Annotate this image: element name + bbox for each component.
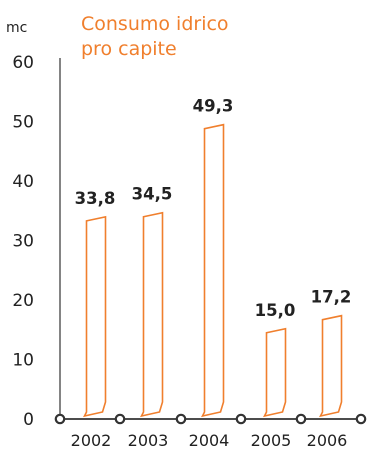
axis-marker (295, 413, 307, 425)
axis-marker (54, 413, 66, 425)
y-tick-label: 0 (23, 410, 34, 430)
x-tick-label: 2006 (307, 431, 348, 449)
data-label-2004: 49,3 (193, 97, 234, 116)
axis-marker (355, 413, 367, 425)
bar-2002 (83, 215, 107, 418)
axis-marker (175, 413, 187, 425)
y-tick-label: 60 (12, 53, 34, 73)
x-axis-markers (54, 413, 367, 425)
x-tick-label: 2005 (251, 431, 292, 449)
data-label-2005: 15,0 (255, 301, 296, 320)
data-label-2006: 17,2 (311, 288, 352, 307)
axis-marker (235, 413, 247, 425)
x-tick-label: 2003 (128, 431, 169, 449)
x-tick-label: 2004 (189, 431, 230, 449)
y-unit-label: mc (6, 20, 27, 36)
y-axis-ticks: 0 10 20 30 40 50 60 (12, 53, 34, 430)
bar-2003 (140, 211, 164, 418)
y-tick-label: 50 (12, 113, 34, 133)
bar-2006 (319, 314, 343, 418)
y-tick-label: 20 (12, 291, 34, 311)
bar-2004 (201, 123, 225, 418)
chart-title-line-1: Consumo idrico (81, 13, 229, 35)
axis-marker (114, 413, 126, 425)
y-tick-label: 10 (12, 351, 34, 371)
y-tick-label: 30 (12, 232, 34, 252)
chart-title-line-2: pro capite (81, 38, 177, 60)
y-tick-label: 40 (12, 172, 34, 192)
bar-2005 (263, 327, 287, 418)
data-labels-group: 33,8 34,5 49,3 15,0 17,2 (75, 97, 352, 320)
data-label-2002: 33,8 (75, 189, 116, 208)
x-axis-ticks: 2002 2003 2004 2005 2006 (71, 431, 348, 449)
bars-group (83, 123, 343, 418)
x-tick-label: 2002 (71, 431, 112, 449)
data-label-2003: 34,5 (132, 185, 173, 204)
